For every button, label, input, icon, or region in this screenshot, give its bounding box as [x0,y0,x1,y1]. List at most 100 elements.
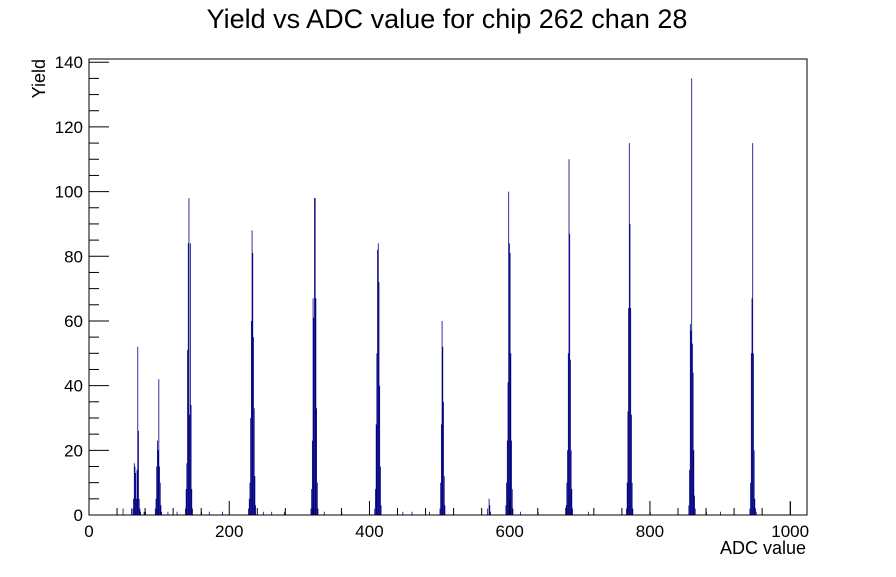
histogram-bin [571,489,573,515]
histogram-bin [402,511,404,515]
histogram-bin [694,495,695,515]
histogram-bin [588,511,590,515]
x-tick-label: 200 [215,522,243,541]
histogram-bin [376,353,378,515]
histogram-bars [122,78,791,516]
histogram-bin [253,408,255,515]
histogram-bin [189,243,191,515]
histogram-bin [188,198,190,515]
y-tick-label: 140 [55,53,83,72]
histogram-bin [167,511,169,515]
histogram-bin [488,498,490,515]
histogram-bin [688,505,690,515]
histogram-bin [752,143,754,515]
histogram-bin [312,298,314,515]
histogram-bin [630,308,632,515]
histogram-bin [572,508,573,515]
y-tick-label: 80 [64,247,83,266]
histogram-bin [509,253,511,516]
histogram-bin [255,505,256,515]
histogram-bin [506,482,507,515]
histogram-bin [720,511,721,515]
histogram-bin [490,511,491,515]
histogram-bin [133,498,134,515]
histogram-bin [377,243,379,515]
histogram-bin [749,508,751,515]
y-tick-label: 40 [64,377,83,396]
histogram-bin [252,253,254,516]
histogram-bin [138,498,140,515]
histogram-bin [315,298,317,515]
histogram-bin [135,498,137,515]
histogram-bin [443,401,444,515]
histogram-bin [317,508,319,515]
histogram-bin [161,511,163,515]
histogram-bin [155,498,157,515]
histogram-bin [508,191,510,515]
histogram-bin [314,198,316,515]
histogram-bin [440,482,442,515]
histogram-bin [192,508,193,515]
histogram-bin [137,346,139,515]
histogram-bin [380,505,382,515]
histogram-bin [512,508,514,515]
histogram-bin [692,343,693,515]
histogram-bin [629,223,631,515]
histogram-bin [187,350,188,515]
x-tick-label: 800 [636,522,664,541]
histogram-bin [135,472,137,515]
histogram-bin [753,450,755,515]
histogram-bin [374,508,376,515]
histogram-bin [570,450,572,515]
histogram-bin [160,505,162,515]
histogram-bin [507,382,509,515]
histogram-bin [378,282,380,515]
y-tick-label: 20 [64,441,83,460]
histogram-bin [626,482,628,515]
histogram-bin [440,424,442,515]
histogram-bin [411,511,413,515]
histogram-bin [753,353,754,515]
histogram-bin [156,466,158,515]
histogram-bin [631,482,633,515]
histogram-bin [693,450,695,515]
histogram-bin [755,511,757,515]
histogram-bin [316,482,318,515]
histogram-bin [157,450,159,515]
histogram-bin [250,417,252,515]
histogram-bin [222,511,224,515]
histogram-bin [132,508,134,515]
histogram-bin [254,476,256,515]
histogram-bin [313,317,315,515]
histogram-bin [750,353,752,515]
histogram-bin [443,476,445,515]
histogram-bin [176,511,178,515]
histogram-bin [138,430,139,515]
y-axis: 0 20 40 60 80 100 120 140 [55,53,109,525]
histogram-bin [751,298,753,515]
histogram-bin [310,508,312,515]
y-tick-label: 60 [64,312,83,331]
histogram-bin [570,359,571,515]
histogram-bin [375,489,376,515]
histogram-bin [191,489,193,515]
histogram-bin [632,508,634,515]
histogram-bin [253,337,254,515]
histogram-bin [442,346,444,515]
histogram-bin [187,243,189,515]
histogram-bin [136,469,138,515]
histogram-bin [489,505,491,515]
histogram-bin [159,482,161,515]
y-tick-label: 0 [74,506,83,525]
histogram-bin [487,508,489,515]
histogram-bin [131,508,132,515]
histogram-bin [692,372,694,515]
histogram-bin [133,463,135,515]
histogram-bin [505,505,507,515]
histogram-bin [311,440,313,515]
x-tick-label: 400 [355,522,383,541]
histogram-bin [311,489,313,515]
histogram-bin [134,466,136,515]
histogram-bin [159,466,160,515]
histogram-bin [750,482,752,515]
